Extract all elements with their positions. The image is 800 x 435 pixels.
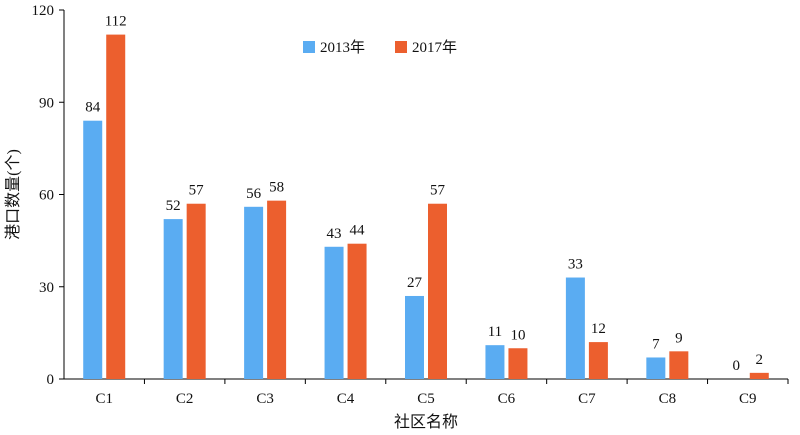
data-label: 52 [166, 198, 181, 214]
bar-series-1 [163, 219, 183, 379]
legend-swatch [395, 41, 407, 53]
bar-series-1 [485, 345, 505, 379]
data-label: 7 [652, 336, 660, 352]
y-tick-label: 60 [39, 188, 54, 204]
x-tick-label: C4 [337, 391, 355, 407]
y-tick-label: 90 [39, 95, 54, 111]
y-tick-label: 30 [39, 280, 54, 296]
bar-series-1 [244, 206, 264, 379]
y-axis: 0 30 60 90 120 [32, 3, 65, 388]
data-label: 112 [105, 14, 127, 30]
data-label: 44 [350, 223, 366, 239]
bar-series-1 [565, 277, 585, 379]
bar-series-2 [669, 351, 689, 379]
legend-label: 2013年 [320, 39, 365, 56]
bar-series-2 [588, 342, 608, 379]
y-tick-label: 0 [47, 372, 55, 388]
data-label: 58 [269, 180, 284, 196]
bars [83, 34, 769, 379]
bar-series-1 [83, 120, 103, 379]
bar-series-2 [428, 203, 447, 379]
bar-series-1 [324, 246, 344, 379]
data-label: 11 [488, 324, 502, 340]
bar-series-2 [106, 34, 126, 379]
data-label: 43 [327, 226, 342, 242]
x-tick-label: C9 [739, 391, 757, 407]
x-tick-label: C8 [659, 391, 677, 407]
x-axis: C1 C2 C3 C4 C5 C6 C7 C8 C9 [64, 378, 789, 407]
data-label: 12 [591, 321, 606, 337]
x-axis-title: 社区名称 [394, 413, 458, 431]
x-tick-label: C3 [256, 391, 274, 407]
bar-series-2 [347, 243, 367, 379]
bar-series-1 [405, 295, 424, 379]
bar-series-1 [646, 357, 666, 379]
data-label: 27 [407, 275, 423, 291]
data-label: 57 [189, 183, 205, 199]
x-tick-label: C1 [95, 391, 113, 407]
bar-series-2 [508, 348, 528, 379]
x-tick-label: C2 [176, 391, 194, 407]
x-tick-label: C6 [498, 391, 516, 407]
data-label: 9 [675, 330, 683, 346]
x-tick-label: C7 [578, 391, 596, 407]
y-tick-label: 120 [32, 3, 55, 19]
data-label: 56 [246, 186, 262, 202]
bar-series-2 [186, 203, 206, 379]
data-label: 84 [85, 100, 101, 116]
bar-series-2 [749, 372, 769, 379]
x-tick-label: C5 [417, 391, 435, 407]
legend-swatch [303, 41, 315, 53]
data-label: 10 [510, 327, 525, 343]
y-axis-title: 港口数量(个) [4, 149, 22, 240]
data-labels: 84 112 52 57 56 58 43 44 27 57 11 10 33 12 7 9 0 2 [85, 14, 763, 374]
legend-label: 2017年 [412, 39, 457, 56]
data-label: 0 [733, 358, 741, 374]
data-label: 33 [568, 257, 583, 273]
data-label: 2 [756, 352, 764, 368]
bar-series-2 [267, 200, 287, 379]
data-label: 57 [430, 183, 446, 199]
legend: 2013年 2017年 [303, 39, 457, 56]
